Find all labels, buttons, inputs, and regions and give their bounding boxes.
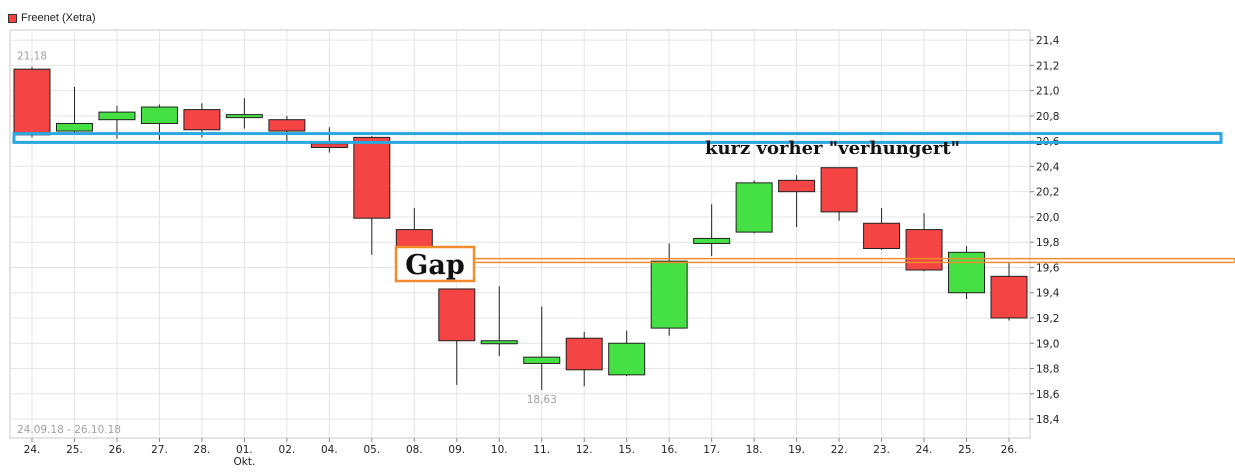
candle-up [523,356,561,364]
plot-area [9,29,1031,439]
y-tick-label: 19,4 [1036,288,1060,300]
legend-label: Freenet (Xetra) [21,12,96,24]
y-tick-label: 21,4 [1036,35,1060,47]
x-tick-label: 26. [109,444,126,456]
candle-up [650,260,688,329]
candle-up [98,111,136,121]
date-range-label: 24.09.18 - 26.10.18 [17,424,121,436]
candle-up [693,237,731,244]
candle-up [225,114,263,119]
y-tick-label: 19,8 [1036,237,1059,249]
x-tick-label: 24. [24,444,41,456]
candle-down [268,119,306,132]
y-tick-label: 18,4 [1036,414,1060,426]
y-tick-label: 20,2 [1036,187,1059,199]
legend-swatch [8,13,17,23]
x-tick-label: 08. [406,444,423,456]
candle-down [778,179,816,193]
gap-box [394,245,476,283]
x-tick-label: 09. [448,444,465,456]
x-tick-label: 23. [873,444,890,456]
x-tick-label: 11. [533,444,550,456]
y-tick-label: 21,2 [1036,60,1059,72]
blue-zone-box [12,132,1223,144]
x-tick-label: 22. [831,444,848,456]
y-tick-label: 20,8 [1036,111,1059,123]
candle-down [905,229,943,271]
gap-label: Gap [405,250,464,281]
y-tick-label: 19,6 [1036,262,1060,274]
candle-down [353,136,391,219]
y-tick-label: 18,8 [1036,364,1059,376]
x-tick-label: 28. [194,444,211,456]
candle-down [820,167,858,213]
legend: Freenet (Xetra) [8,12,96,24]
x-tick-label: 04. [321,444,338,456]
x-tick-label: 15. [618,444,635,456]
candle-up [608,342,646,376]
y-tick-label: 20,4 [1036,161,1060,173]
y-tick-label: 20,0 [1036,212,1059,224]
min-label: 18,63 [527,394,557,406]
x-tick-label: 27. [151,444,168,456]
candle-up [55,122,93,132]
x-tick-label: 16. [661,444,678,456]
candle-up [140,106,178,124]
candle-down [990,275,1028,319]
candle-down [310,143,348,148]
x-tick-label: 19. [788,444,805,456]
candle-down [13,68,51,136]
x-tick-label: 02. [279,444,296,456]
candle-down [863,222,901,250]
hungry-annotation: kurz vorher "verhungert" [705,138,960,159]
x-tick-label: 25. [66,444,83,456]
x-tick-label: 01. [236,444,253,456]
x-tick-label: 10. [491,444,508,456]
x-tick-label: 05. [363,444,380,456]
x-tick-sublabel: Okt. [233,456,255,468]
candle-up [735,182,773,233]
max-label: 21,18 [17,51,47,63]
candle-down [438,288,476,342]
x-tick-label: 12. [576,444,593,456]
y-tick-label: 19,2 [1036,313,1059,325]
x-tick-label: 18. [746,444,763,456]
x-tick-label: 25. [958,444,975,456]
x-tick-label: 24. [916,444,933,456]
candle-down [183,109,221,131]
x-tick-label: 17. [703,444,720,456]
candle-up [480,340,518,345]
y-tick-label: 18,6 [1036,389,1060,401]
y-tick-label: 19,0 [1036,338,1059,350]
y-tick-label: 21,0 [1036,86,1059,98]
candle-down [565,337,603,371]
x-tick-label: 26. [1001,444,1018,456]
